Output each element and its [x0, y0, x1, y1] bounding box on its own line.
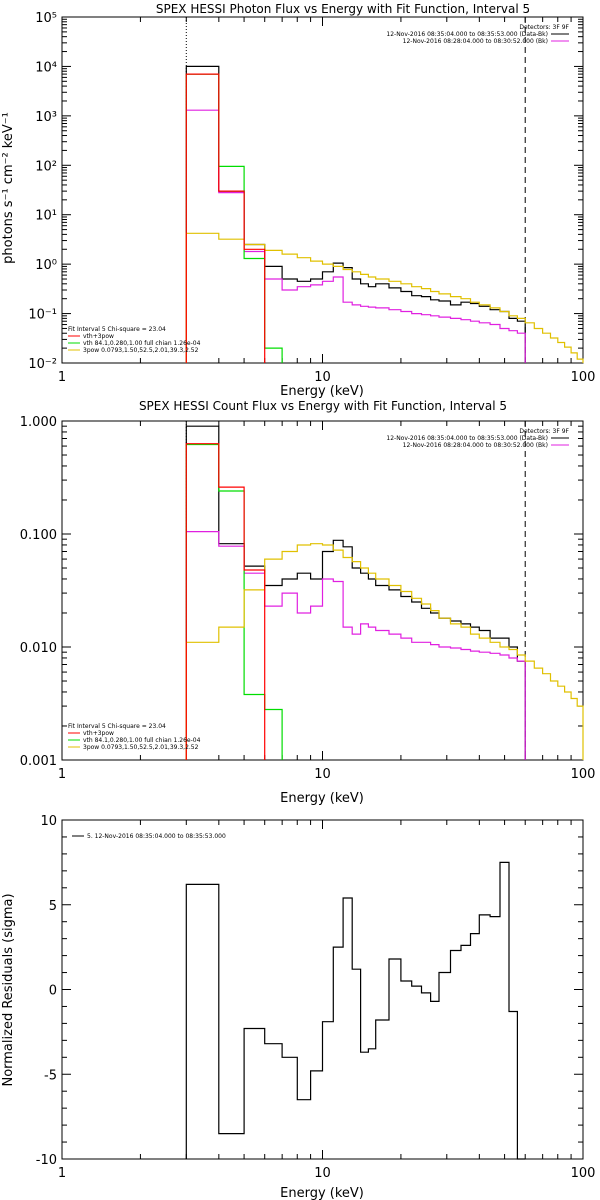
legend-entry: vth+3pow — [83, 333, 114, 340]
legend-entry: 12-Nov-2016 08:28:04.000 to 08:30:52.000… — [403, 38, 548, 45]
x-tick-label: 100 — [571, 1166, 596, 1181]
y-tick-label: 10⁻¹ — [28, 308, 57, 323]
y-tick-label: 0.010 — [20, 641, 57, 656]
series-line — [185, 861, 526, 1160]
legend-interval: 5. 12-Nov-2016 08:35:04.000 to 08:35:53.… — [72, 833, 226, 840]
y-tick-label: 10⁵ — [35, 11, 57, 26]
legend-header: Fit Interval 5 Chi-square = 23.04 — [68, 723, 166, 730]
series-line — [185, 109, 526, 363]
y-tick-label: 10⁰ — [35, 258, 57, 273]
x-tick-label: 1 — [58, 767, 66, 782]
legend-entry: 5. 12-Nov-2016 08:35:04.000 to 08:35:53.… — [87, 833, 226, 840]
legend-entry: 3pow 0.0793,1.50,52.5,2.01,39.3,2.52 — [83, 744, 199, 751]
series-line — [185, 425, 526, 760]
y-tick-label: 0 — [49, 984, 57, 999]
y-tick-label: 10³ — [35, 110, 57, 125]
residuals-panel: Energy (keV) Normalized Residuals (sigma… — [1, 814, 595, 1200]
x-tick-label: 10 — [314, 1166, 331, 1181]
series-line — [185, 232, 584, 363]
legend-header: Detectors: 3F 9F — [519, 428, 569, 435]
series-line — [185, 443, 266, 760]
legend-fit: Fit Interval 5 Chi-square = 23.04vth+3po… — [68, 723, 201, 751]
count-flux-panel: SPEX HESSI Count Flux vs Energy with Fit… — [20, 399, 596, 806]
y-tick-label: 10¹ — [35, 209, 57, 224]
legend-entry: vth+3pow — [83, 730, 114, 737]
legend-header: Detectors: 3F 9F — [519, 24, 569, 31]
y-tick-label: 0.001 — [20, 754, 57, 769]
y-tick-label: 10⁻² — [28, 357, 57, 372]
legend-fit: Fit Interval 5 Chi-square = 23.04vth+3po… — [68, 326, 201, 354]
y-tick-label: 1.000 — [20, 415, 57, 430]
series-line — [185, 443, 283, 760]
y-axis-label: photons s⁻¹ cm⁻² keV⁻¹ — [1, 112, 16, 264]
chart-title: SPEX HESSI Photon Flux vs Energy with Fi… — [156, 2, 530, 16]
y-tick-label: 10² — [35, 159, 57, 174]
legend-entry: vth 84.1,0.280,1.00 full chian 1.26e-04 — [83, 737, 201, 744]
legend-entry: 3pow 0.0793,1.50,52.5,2.01,39.3,2.52 — [83, 347, 199, 354]
x-tick-label: 1 — [58, 370, 66, 385]
series-line — [185, 65, 526, 363]
y-tick-label: 0.100 — [20, 528, 57, 543]
x-axis-label: Energy (keV) — [280, 384, 364, 399]
y-tick-label: 10⁴ — [35, 60, 57, 75]
legend-entry: 12-Nov-2016 08:35:04.000 to 08:35:53.000… — [386, 435, 548, 442]
plot-frame — [61, 819, 584, 1160]
y-tick-label: -10 — [36, 1153, 57, 1168]
y-tick-label: 10 — [40, 814, 57, 829]
x-axis-label: Energy (keV) — [280, 1186, 364, 1200]
chart-title: SPEX HESSI Count Flux vs Energy with Fit… — [139, 399, 507, 413]
series-line — [185, 543, 584, 760]
series-line — [185, 73, 266, 363]
x-tick-label: 100 — [571, 767, 596, 782]
legend-header: Fit Interval 5 Chi-square = 23.04 — [68, 326, 166, 333]
series-line — [185, 73, 283, 363]
series-line — [185, 531, 526, 760]
x-tick-label: 10 — [314, 767, 331, 782]
y-tick-label: -5 — [44, 1068, 57, 1083]
y-tick-label: 5 — [49, 899, 57, 914]
x-tick-label: 100 — [571, 370, 596, 385]
photon-flux-panel: SPEX HESSI Photon Flux vs Energy with Fi… — [1, 2, 595, 399]
legend-entry: 12-Nov-2016 08:35:04.000 to 08:35:53.000… — [386, 31, 548, 38]
x-axis-label: Energy (keV) — [280, 791, 364, 806]
legend-entry: vth 84.1,0.280,1.00 full chian 1.26e-04 — [83, 340, 201, 347]
x-tick-label: 10 — [314, 370, 331, 385]
y-axis-label: Normalized Residuals (sigma) — [1, 893, 16, 1086]
x-tick-label: 1 — [58, 1166, 66, 1181]
legend-entry: 12-Nov-2016 08:28:04.000 to 08:30:52.000… — [403, 442, 548, 449]
